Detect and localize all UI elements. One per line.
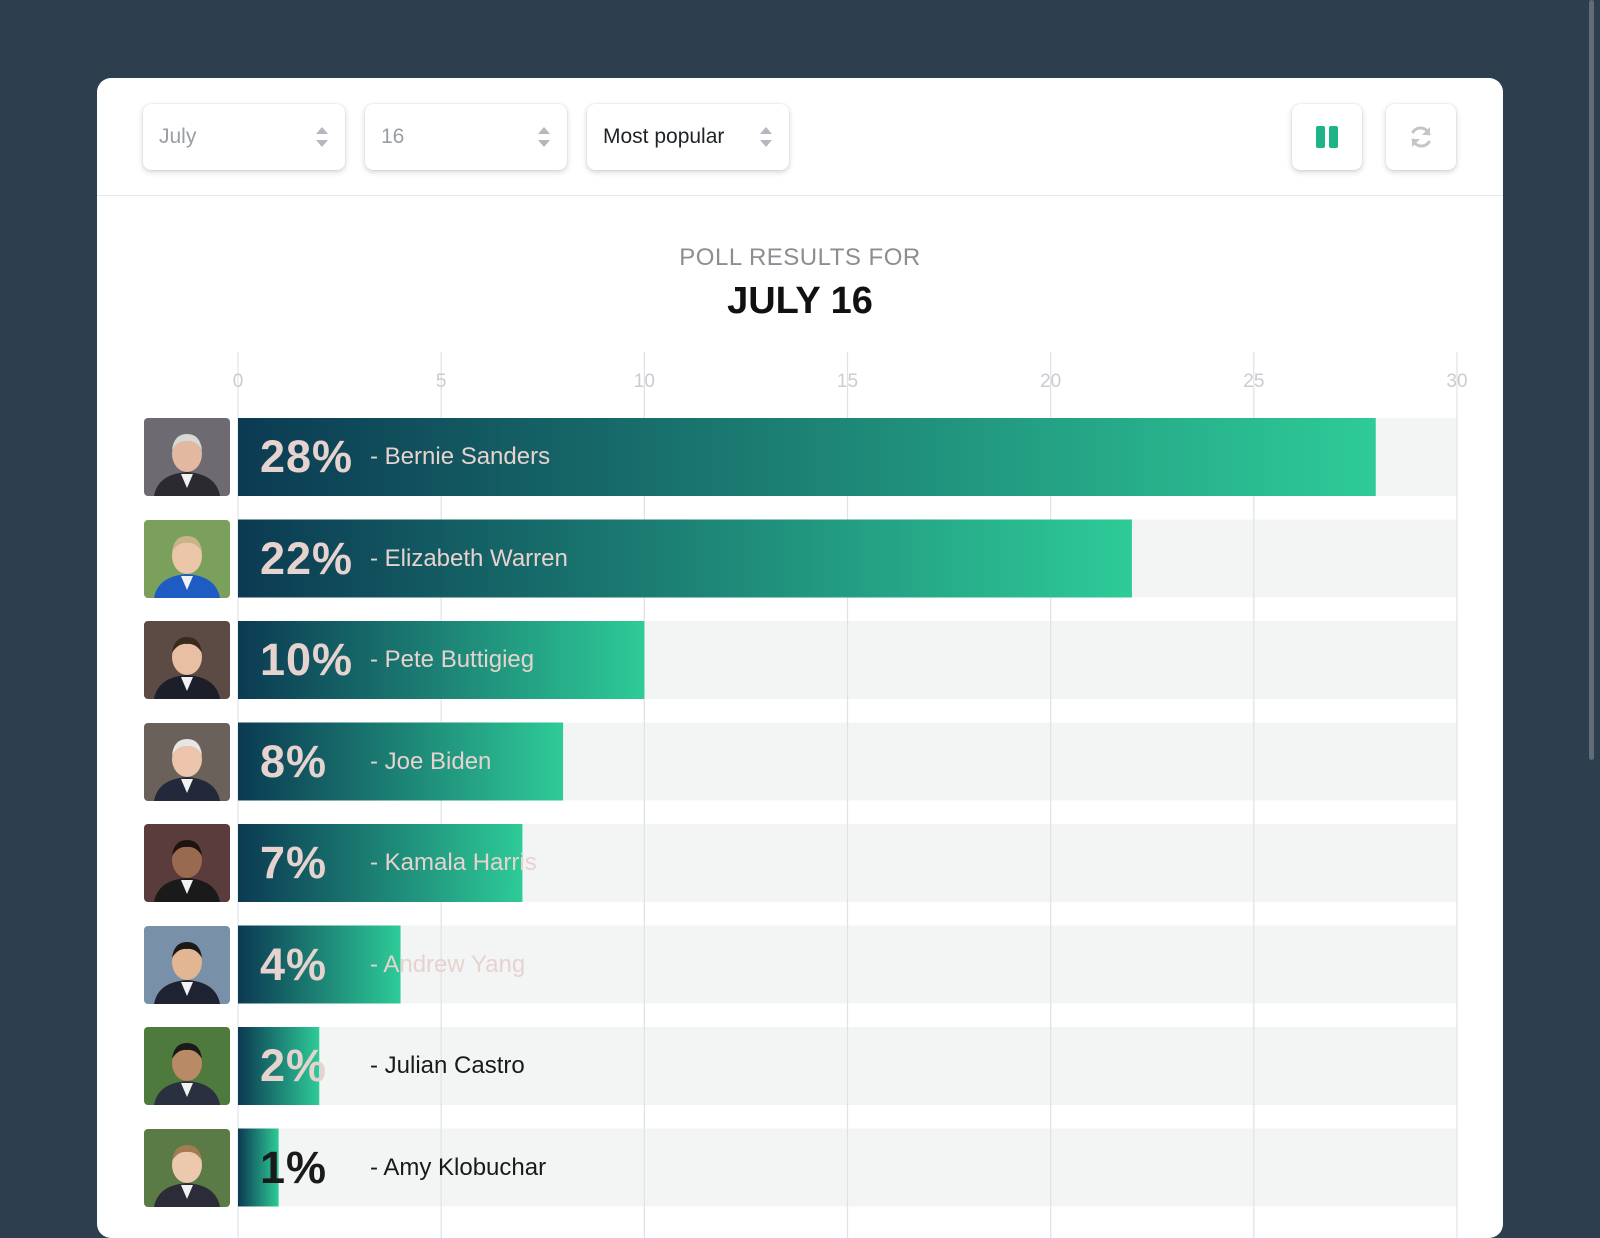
- x-tick-label: 30: [1446, 371, 1467, 392]
- value-label: 1%: [260, 1141, 328, 1193]
- bar: [238, 519, 1132, 598]
- value-label: 2%: [260, 1040, 328, 1091]
- day-select[interactable]: 16: [365, 104, 567, 170]
- portrait-icon: [144, 925, 230, 1004]
- pause-icon: [1316, 126, 1338, 148]
- month-select-value: July: [159, 125, 197, 148]
- candidate-photo: [144, 1128, 230, 1207]
- x-tick-label: 5: [436, 371, 447, 392]
- sort-select-value: Most popular: [603, 125, 725, 148]
- select-arrows-icon: [760, 127, 772, 147]
- candidate-photo: [144, 519, 230, 598]
- pause-button[interactable]: [1292, 104, 1362, 170]
- candidate-name-label: - Pete Buttigieg: [370, 646, 535, 673]
- portrait-icon: [144, 722, 230, 801]
- value-label: 7%: [260, 837, 328, 888]
- candidate-photo: [144, 824, 230, 902]
- bar: [238, 722, 564, 801]
- portrait-icon: [144, 621, 230, 699]
- candidate-photo: [144, 418, 230, 496]
- select-arrows-icon: [538, 127, 550, 147]
- chart-title: JULY 16: [727, 280, 873, 322]
- x-tick-label: 20: [1040, 371, 1061, 392]
- candidate-name-label: - Amy Klobuchar: [370, 1153, 547, 1181]
- chart-subtitle: POLL RESULTS FOR: [679, 244, 921, 271]
- portrait-icon: [144, 1128, 230, 1207]
- candidate-photo: [144, 621, 230, 699]
- page-scrollbar[interactable]: [1589, 0, 1594, 760]
- portrait-icon: [144, 1027, 230, 1105]
- candidate-photo: [144, 925, 230, 1004]
- x-tick-label: 15: [837, 371, 858, 392]
- candidate-name-label: - Andrew Yang: [370, 950, 526, 978]
- select-arrows-icon: [316, 127, 328, 147]
- refresh-icon: [1411, 126, 1431, 148]
- portrait-icon: [144, 418, 230, 496]
- candidate-name-label: - Kamala Harris: [370, 849, 537, 876]
- toolbar: July 16 Most popular: [97, 78, 1503, 196]
- day-select-value: 16: [381, 125, 405, 148]
- bar: [238, 418, 1376, 496]
- x-tick-label: 10: [634, 371, 655, 392]
- bar: [238, 925, 401, 1004]
- value-label: 22%: [260, 532, 354, 584]
- candidate-name-label: - Julian Castro: [370, 1052, 525, 1079]
- candidate-name-label: - Elizabeth Warren: [370, 544, 568, 572]
- poll-card: July 16 Most popular: [97, 78, 1503, 1238]
- candidate-name-label: - Joe Biden: [370, 747, 492, 775]
- candidate-name-label: - Bernie Sanders: [370, 443, 551, 470]
- candidate-photo: [144, 1027, 230, 1105]
- bar: [238, 824, 523, 902]
- refresh-button[interactable]: [1386, 104, 1456, 170]
- bar-chart: 0 5 10 15 20 25 30: [233, 352, 1468, 1238]
- sort-select[interactable]: Most popular: [587, 104, 789, 170]
- candidate-photo: [144, 722, 230, 801]
- portrait-icon: [144, 824, 230, 902]
- value-label: 4%: [260, 938, 328, 990]
- value-label: 28%: [260, 431, 354, 482]
- portrait-icon: [144, 519, 230, 598]
- bar: [238, 621, 645, 699]
- month-select[interactable]: July: [143, 104, 345, 170]
- x-tick-label: 0: [233, 371, 244, 392]
- bar: [238, 1027, 320, 1105]
- value-label: 10%: [260, 634, 354, 685]
- value-label: 8%: [260, 735, 328, 787]
- bar: [238, 1128, 279, 1207]
- x-tick-label: 25: [1243, 371, 1264, 392]
